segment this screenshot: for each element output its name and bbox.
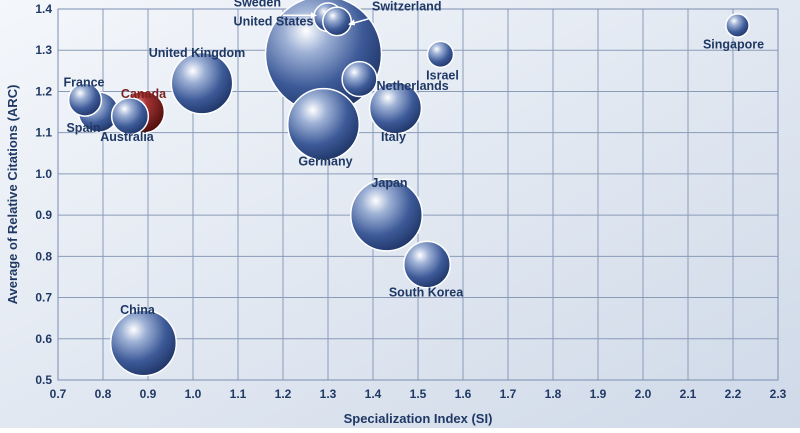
label-france: France	[64, 76, 105, 90]
y-tick-label: 1.3	[35, 43, 52, 57]
y-tick-label: 1.2	[35, 84, 52, 98]
label-israel: Israel	[426, 68, 459, 82]
label-spain: Spain	[66, 121, 100, 135]
y-tick-label: 1.0	[35, 167, 52, 181]
x-tick-label: 0.9	[140, 387, 157, 401]
label-germany: Germany	[298, 154, 352, 168]
label-sweden: Sweden	[234, 0, 281, 9]
x-tick-label: 0.8	[95, 387, 112, 401]
bubble-france	[67, 82, 103, 117]
label-singapore: Singapore	[703, 37, 764, 51]
x-tick-label: 2.2	[725, 387, 742, 401]
x-tick-label: 1.9	[590, 387, 607, 401]
bubble-south-korea	[403, 240, 451, 289]
x-tick-label: 1.1	[230, 387, 247, 401]
bubble-israel	[426, 40, 455, 69]
y-tick-label: 0.7	[35, 291, 52, 305]
x-tick-label: 2.1	[680, 387, 697, 401]
bubble-germany	[286, 87, 361, 161]
y-tick-label: 1.1	[35, 126, 52, 140]
x-tick-label: 1.0	[185, 387, 202, 401]
annotation-arrows	[283, 12, 371, 26]
y-tick-label: 0.8	[35, 249, 52, 263]
label-australia: Australia	[100, 130, 155, 144]
label-italy: Italy	[381, 130, 406, 144]
y-tick-label: 1.4	[35, 2, 52, 16]
label-japan: Japan	[371, 176, 407, 190]
x-tick-label: 1.3	[320, 387, 337, 401]
x-tick-label: 1.6	[455, 387, 472, 401]
sweden-arrowhead	[311, 12, 317, 19]
y-axis-ticks: 0.5 0.6 0.7 0.8 0.9 1.0 1.1 1.2 1.3 1.4	[35, 2, 52, 387]
label-south-korea: South Korea	[389, 286, 464, 300]
label-canada: Canada	[121, 87, 167, 101]
bubble-japan	[349, 178, 424, 252]
switzerland-arrowhead	[348, 19, 355, 26]
label-united-kingdom: United Kingdom	[149, 46, 246, 60]
label-netherlands: Netherlands	[377, 79, 449, 93]
label-united-states: United States	[234, 14, 314, 28]
bubble-switzerland	[322, 6, 352, 37]
bubble-australia	[110, 97, 150, 136]
x-tick-label: 0.7	[50, 387, 67, 401]
x-tick-label: 1.7	[500, 387, 517, 401]
x-axis-ticks: 0.7 0.8 0.9 1.0 1.1 1.2 1.3 1.4 1.5 1.6 1.7 1.8 1.9 2…	[50, 387, 787, 401]
bubble-singapore	[725, 13, 750, 38]
plot-frame	[57, 8, 779, 381]
x-tick-label: 2.3	[770, 387, 787, 401]
x-tick-label: 2.0	[635, 387, 652, 401]
y-axis-label: Average of Relative Citations (ARC)	[5, 85, 20, 305]
x-tick-label: 1.2	[275, 387, 292, 401]
bubble-labels: United States Sweden Switzerland Israel Sing…	[64, 0, 765, 317]
x-tick-label: 1.4	[365, 387, 382, 401]
x-tick-label: 1.8	[545, 387, 562, 401]
y-tick-label: 0.5	[35, 373, 52, 387]
bubble-china	[109, 309, 178, 377]
label-china: China	[120, 303, 156, 317]
y-tick-label: 0.9	[35, 208, 52, 222]
bubbles	[67, 0, 750, 377]
y-tick-label: 0.6	[35, 332, 52, 346]
bubble-united-kingdom	[170, 51, 234, 115]
bubble-italy	[368, 81, 423, 135]
label-switzerland: Switzerland	[372, 0, 441, 13]
x-axis-label: Specialization Index (SI)	[344, 411, 493, 426]
bubble-netherlands	[341, 60, 378, 98]
x-tick-label: 1.5	[410, 387, 427, 401]
